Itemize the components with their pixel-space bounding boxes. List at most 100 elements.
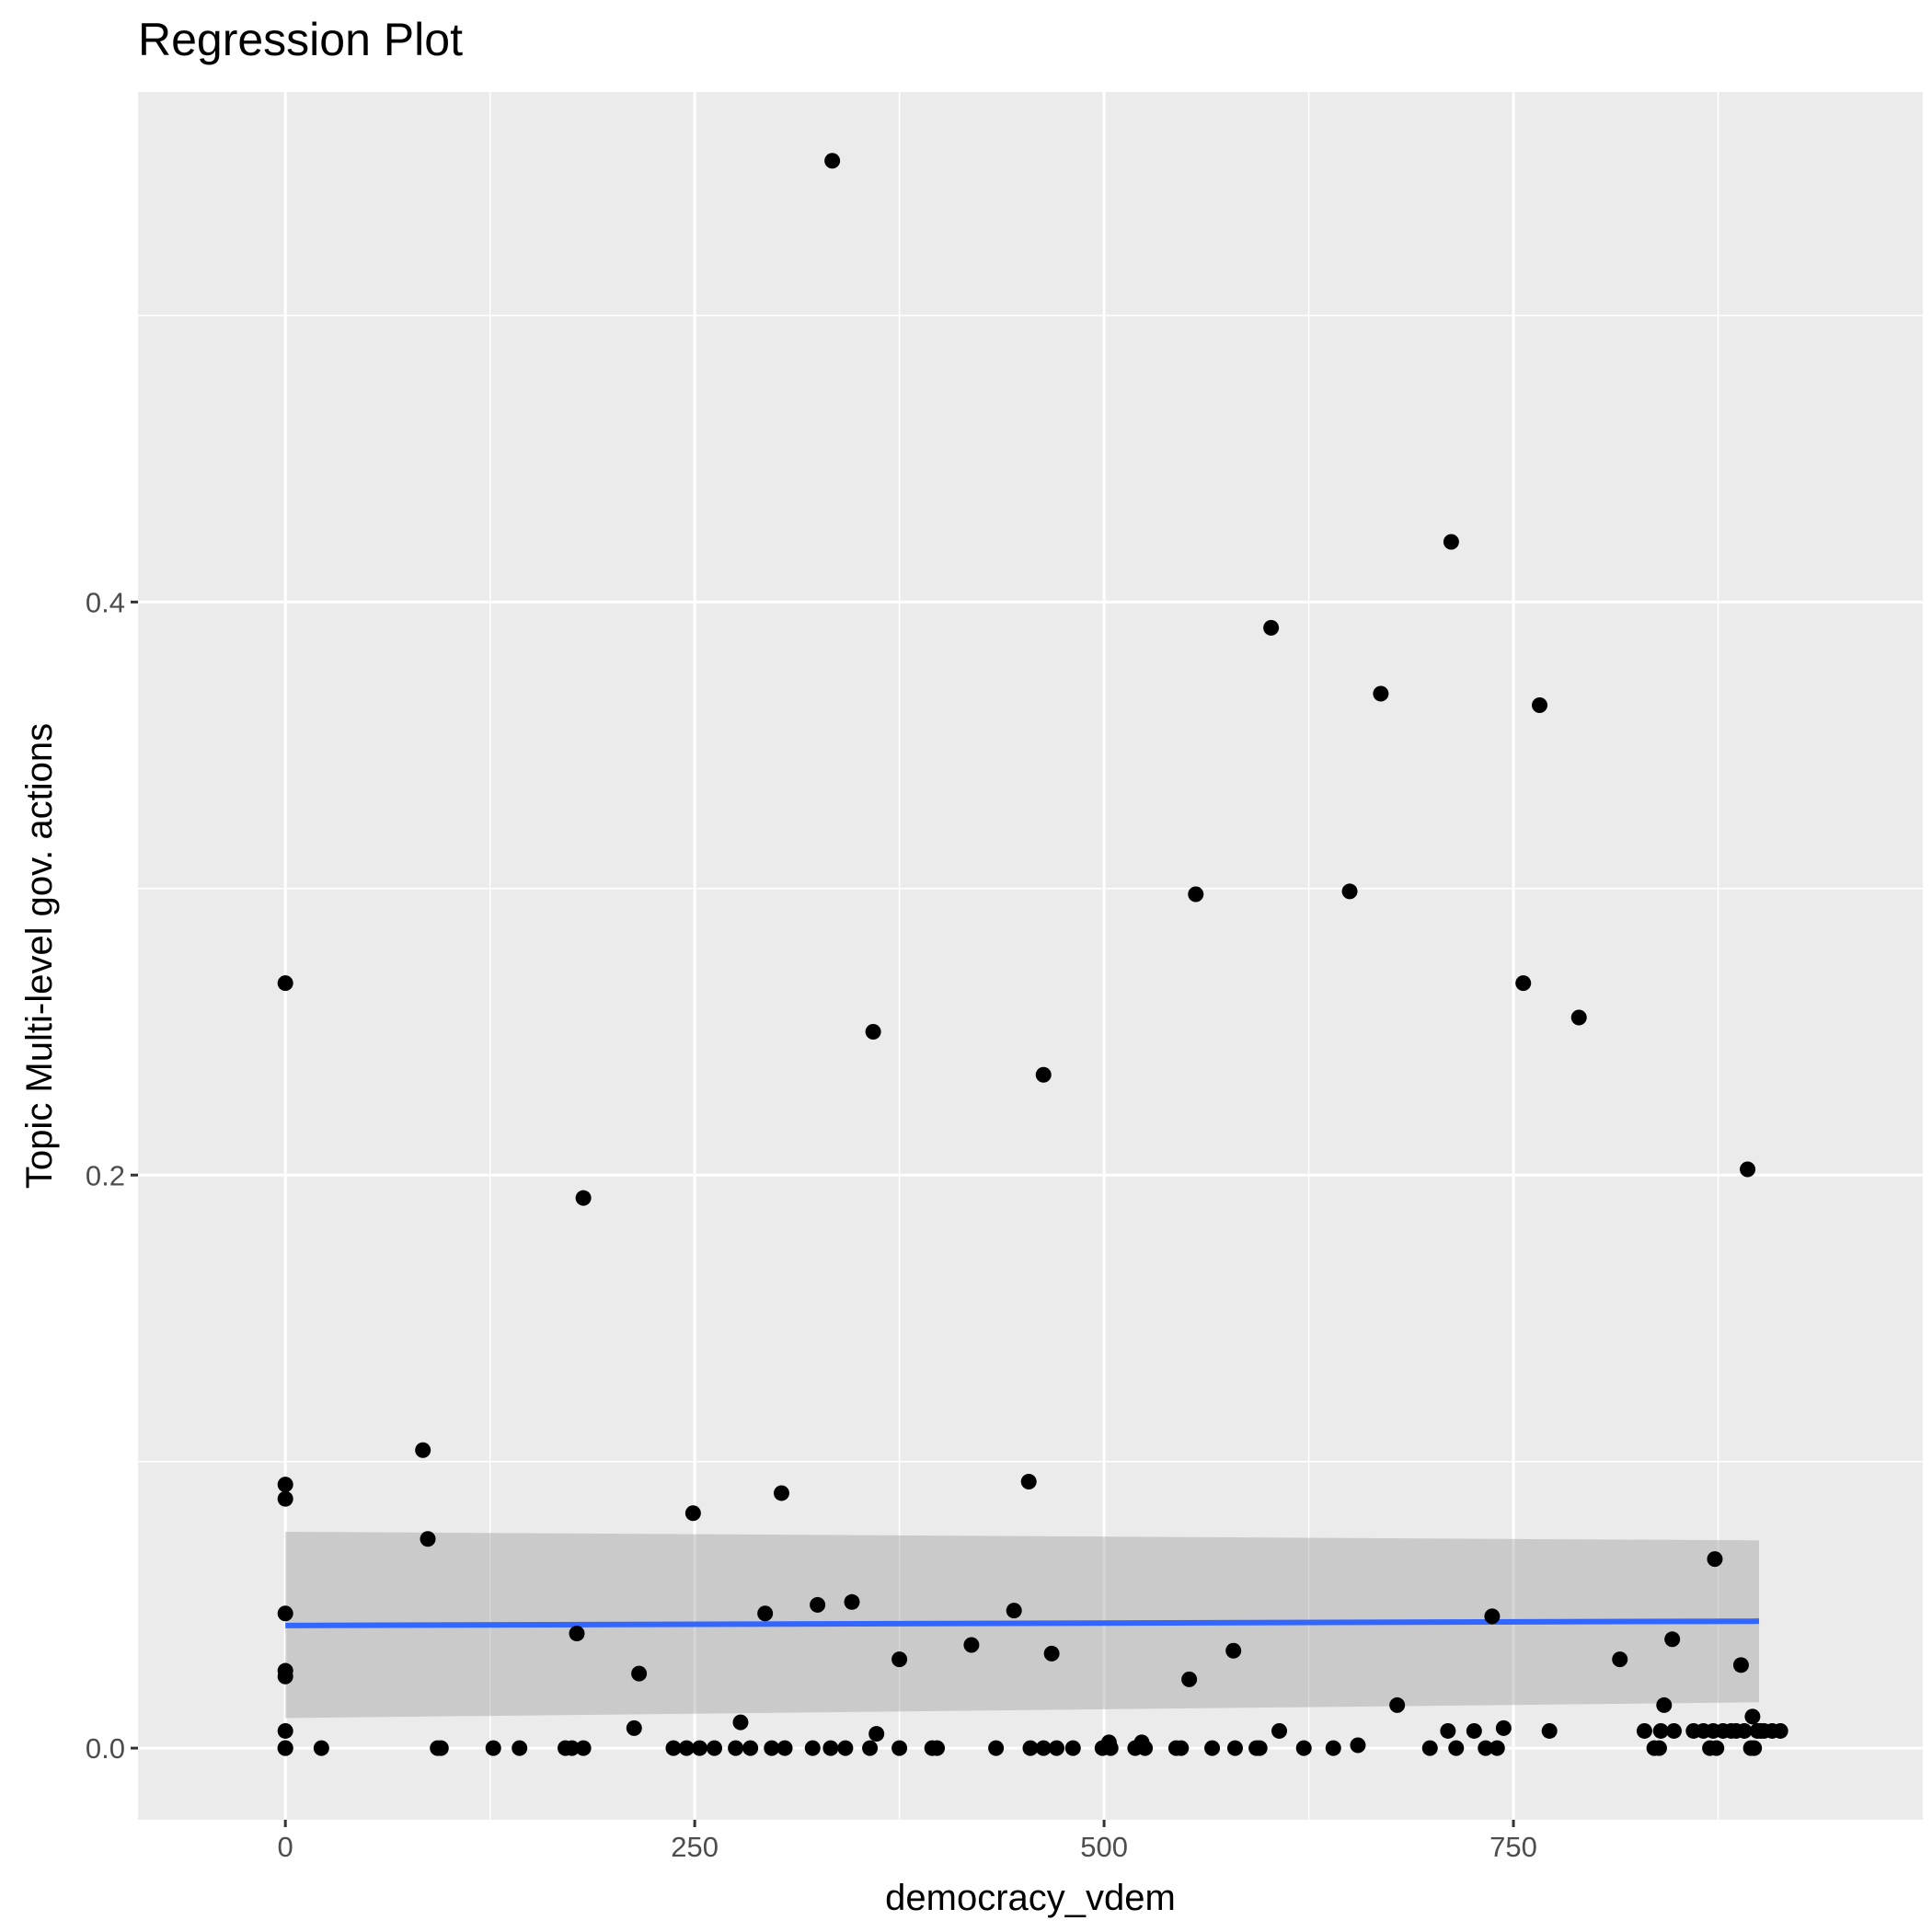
data-point: [277, 1490, 293, 1507]
x-tick-label: 0: [278, 1831, 293, 1863]
data-point: [891, 1740, 908, 1756]
data-point: [1772, 1722, 1788, 1739]
data-point: [564, 1740, 581, 1756]
data-point: [1744, 1708, 1761, 1725]
plot-panel: [138, 92, 1923, 1820]
data-point: [1064, 1740, 1081, 1756]
data-point: [1251, 1740, 1268, 1756]
data-point: [776, 1740, 793, 1756]
data-point: [1440, 1722, 1456, 1739]
data-point: [277, 1740, 293, 1756]
data-point: [1650, 1740, 1667, 1756]
data-point: [810, 1596, 826, 1613]
data-point: [1263, 619, 1280, 636]
data-point: [1570, 1009, 1587, 1026]
data-point: [631, 1665, 648, 1682]
data-point: [1532, 696, 1548, 713]
data-point: [1448, 1740, 1465, 1756]
data-point: [1225, 1642, 1242, 1659]
x-tick-label: 500: [1080, 1831, 1128, 1863]
data-point: [1350, 1737, 1366, 1754]
data-point: [891, 1651, 908, 1668]
data-point: [862, 1740, 879, 1756]
data-point: [757, 1605, 774, 1622]
data-point: [1708, 1740, 1725, 1756]
data-point: [844, 1593, 860, 1610]
data-point: [929, 1740, 946, 1756]
y-axis-title: Topic Multi-level gov. actions: [19, 723, 60, 1189]
data-point: [1020, 1473, 1037, 1489]
data-point: [1035, 1740, 1052, 1756]
y-tick-label: 0.2: [86, 1159, 125, 1191]
data-point: [824, 153, 841, 169]
data-point: [485, 1740, 501, 1756]
data-point: [1389, 1696, 1406, 1713]
data-point: [1652, 1722, 1669, 1739]
data-point: [868, 1726, 885, 1742]
data-point: [988, 1740, 1005, 1756]
data-point: [1006, 1603, 1022, 1619]
data-point: [684, 1505, 701, 1522]
data-point: [1664, 1631, 1681, 1648]
data-point: [1188, 886, 1204, 903]
data-point: [313, 1740, 329, 1756]
data-point: [1746, 1740, 1763, 1756]
data-point: [1173, 1740, 1190, 1756]
data-point: [1732, 1657, 1749, 1673]
data-point: [691, 1740, 707, 1756]
data-point: [665, 1740, 682, 1756]
minor-gridlines: [138, 92, 1923, 1820]
data-point: [575, 1190, 592, 1206]
data-point: [822, 1740, 839, 1756]
data-point: [1295, 1740, 1312, 1756]
data-point: [1137, 1740, 1154, 1756]
data-point: [575, 1740, 592, 1756]
data-point: [432, 1740, 449, 1756]
data-point: [277, 1605, 293, 1622]
data-point: [1736, 1722, 1753, 1739]
x-tick-label: 750: [1489, 1831, 1537, 1863]
data-point: [277, 1477, 293, 1493]
data-point: [963, 1637, 980, 1653]
regression-line: [285, 1618, 1760, 1628]
data-point: [1636, 1722, 1652, 1739]
data-point: [773, 1485, 789, 1501]
data-point: [1226, 1740, 1243, 1756]
y-tick-label: 0.0: [86, 1732, 125, 1765]
data-point: [804, 1740, 821, 1756]
data-point: [277, 1722, 293, 1739]
data-point: [415, 1442, 431, 1458]
data-point: [678, 1740, 695, 1756]
data-point: [569, 1626, 585, 1642]
data-point: [1271, 1722, 1288, 1739]
data-point: [728, 1740, 744, 1756]
data-point: [1022, 1740, 1039, 1756]
data-point: [1043, 1645, 1060, 1662]
x-tick-label: 250: [671, 1831, 719, 1863]
data-point: [742, 1740, 759, 1756]
data-point: [1341, 883, 1358, 900]
data-point: [420, 1531, 436, 1547]
data-point: [1443, 534, 1459, 550]
data-point: [1707, 1551, 1723, 1568]
major-gridlines: [138, 92, 1923, 1820]
data-point: [512, 1740, 528, 1756]
x-axis-title: democracy_vdem: [885, 1878, 1176, 1918]
data-point: [1373, 685, 1389, 702]
data-point: [1612, 1651, 1628, 1668]
data-point: [1035, 1066, 1052, 1083]
data-point: [1102, 1740, 1119, 1756]
data-point: [1478, 1740, 1494, 1756]
data-point: [1541, 1722, 1558, 1739]
data-point: [626, 1719, 642, 1736]
data-point: [1489, 1740, 1505, 1756]
data-point: [1204, 1740, 1221, 1756]
chart-title: Regression Plot: [138, 14, 463, 65]
data-point: [277, 975, 293, 992]
data-point: [1421, 1740, 1438, 1756]
data-point: [1484, 1608, 1501, 1625]
data-points: [277, 153, 1788, 1756]
data-point: [1181, 1671, 1198, 1687]
data-point: [1325, 1740, 1341, 1756]
